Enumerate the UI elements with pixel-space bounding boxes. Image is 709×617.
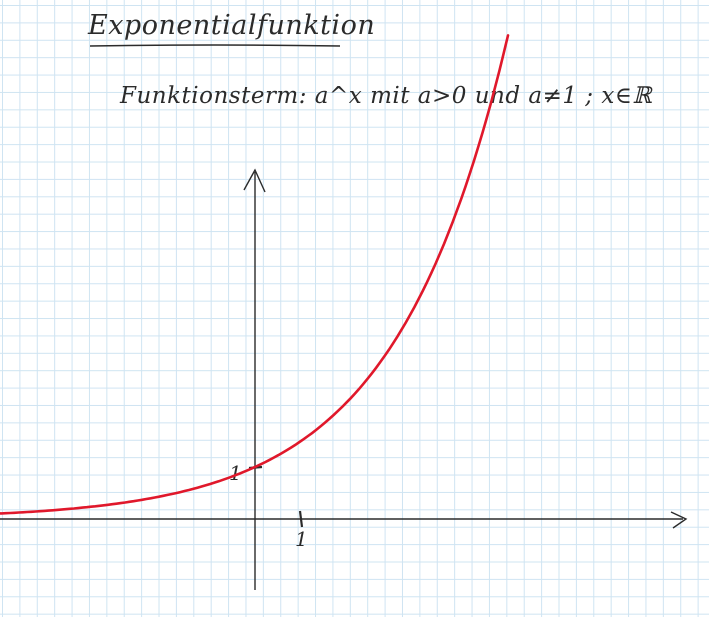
- page-title: Exponentialfunktion: [88, 10, 376, 41]
- x-tick-one: [298, 510, 304, 528]
- y-axis-arrow-icon: [243, 168, 266, 193]
- title-underline: [90, 44, 340, 47]
- x-axis-arrow-icon: [670, 511, 688, 529]
- x-tick-label-one: 1: [295, 527, 308, 551]
- exponential-curve: [0, 34, 510, 515]
- y-tick-label-one: 1: [229, 461, 242, 485]
- function-term: Funktionsterm: a^x mit a>0 und a≠1 ; x∈ℝ: [120, 83, 652, 109]
